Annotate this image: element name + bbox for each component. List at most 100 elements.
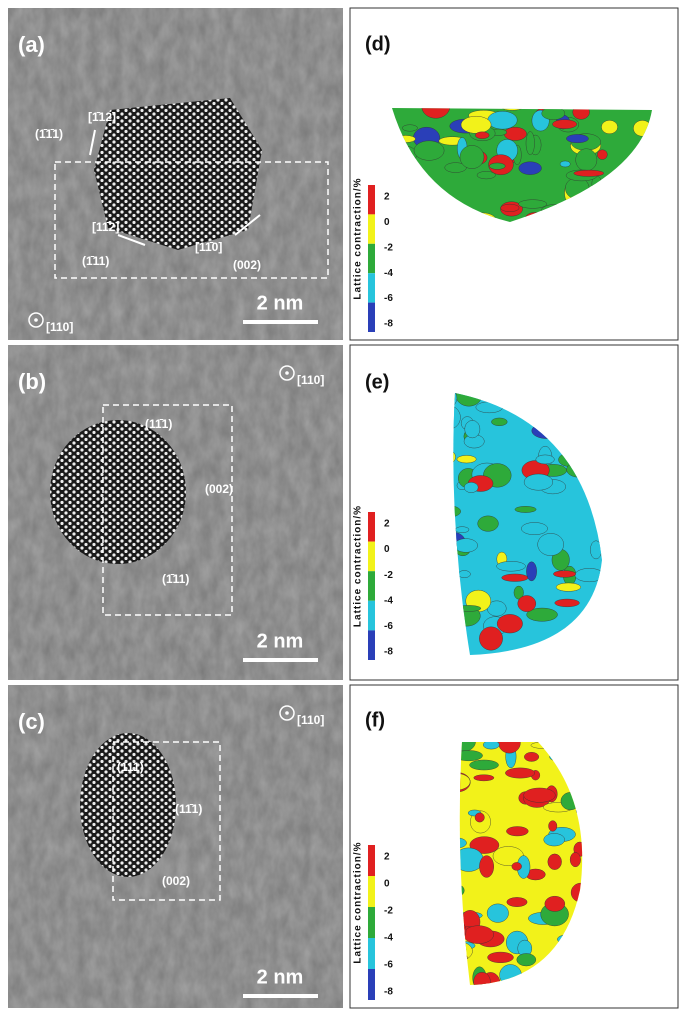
colorbar-segment <box>368 938 375 969</box>
contour-blob <box>455 527 469 533</box>
contour-blob <box>519 162 542 175</box>
colorbar-segment <box>368 601 375 631</box>
colorbar-tick: 2 <box>384 519 390 530</box>
colorbar-segment <box>368 542 375 572</box>
contour-blob <box>501 204 520 212</box>
contour-blob <box>526 562 536 581</box>
colorbar-segment <box>368 571 375 601</box>
contour-blob <box>524 788 556 802</box>
contour-blob <box>601 120 617 134</box>
contour-blob <box>552 120 576 129</box>
contour-blob <box>519 200 547 209</box>
colorbar-segment <box>368 969 375 1000</box>
colorbar-tick: -4 <box>384 933 393 944</box>
annotation: [11̄2] <box>92 220 119 234</box>
contour-blob <box>505 768 534 778</box>
zone-axis: [110] <box>46 320 73 334</box>
colorbar-tick: -4 <box>384 268 393 279</box>
annotation: (1̄11) <box>162 572 189 586</box>
colorbar-segment <box>368 244 375 273</box>
contour-blob <box>504 127 526 140</box>
colorbar-segment <box>368 876 375 907</box>
colorbar-tick: -6 <box>384 621 393 632</box>
colorbar-segment <box>368 214 375 243</box>
colorbar-tick: -2 <box>384 906 393 917</box>
colorbar-tick: -2 <box>384 570 393 581</box>
contour-blob <box>570 852 580 866</box>
contour-blob <box>458 570 470 577</box>
contour-blob <box>402 125 417 132</box>
contour-blob <box>538 533 564 555</box>
colorbar-tick: -8 <box>384 987 393 998</box>
panel-label: (c) <box>18 709 45 734</box>
colorbar-tick: -6 <box>384 293 393 304</box>
panel-label: (b) <box>18 369 46 394</box>
contour-blob <box>464 482 478 492</box>
zone-symbol-dot <box>285 711 289 715</box>
contour-blob <box>479 856 493 878</box>
contour-blob <box>465 420 480 438</box>
scale-bar-label: 2 nm <box>257 966 304 988</box>
colorbar-tick: -6 <box>384 960 393 971</box>
tem-panel: (c) (111) (11̄1) (002) [110] 2 nm <box>8 685 343 1008</box>
contour-blob <box>524 474 553 490</box>
contour-blob <box>545 896 565 911</box>
nanoparticle <box>50 420 186 564</box>
contour-blob <box>488 952 514 963</box>
tem-panel: (a) (1̄1̄1) [1̄12] [11̄2] (1̄11) [11̄0] … <box>8 8 343 340</box>
contour-blob <box>460 145 484 168</box>
contour-blob <box>555 599 580 607</box>
colorbar-tick: 2 <box>384 852 390 863</box>
zone-symbol-dot <box>285 371 289 375</box>
contour-blob <box>488 111 518 129</box>
annotation: (002) <box>205 482 233 496</box>
contour-blob <box>524 752 539 761</box>
contour-blob <box>489 163 505 169</box>
colorbar-segment <box>368 273 375 302</box>
contour-blob <box>574 170 604 176</box>
contour-blob <box>597 150 607 160</box>
contour-blob <box>475 132 489 139</box>
contour-blob <box>414 141 444 161</box>
scale-bar-label: 2 nm <box>257 630 304 652</box>
contour-blob <box>496 561 525 571</box>
colorbar-segment <box>368 185 375 214</box>
colorbar-segment <box>368 907 375 938</box>
contour-blob <box>478 516 499 532</box>
panel-label: (e) <box>365 371 389 393</box>
colorbar-title: Lattice contraction/% <box>353 177 364 299</box>
contour-blob <box>576 149 597 171</box>
colorbar-segment <box>368 512 375 542</box>
colorbar-tick: 2 <box>384 192 390 203</box>
colorbar-tick: -4 <box>384 595 393 606</box>
contour-blob <box>474 775 494 781</box>
zone-axis: [110] <box>297 373 324 387</box>
contour-blob <box>560 161 570 167</box>
colorbar-segment <box>368 303 375 332</box>
scale-bar-label: 2 nm <box>257 292 304 314</box>
contour-blob <box>536 455 555 464</box>
colorbar-tick: -8 <box>384 647 393 658</box>
zone-symbol-dot <box>34 318 38 322</box>
contour-blob <box>487 904 508 923</box>
contour-blob <box>512 862 522 870</box>
contour-blob <box>479 627 502 650</box>
colorbar-tick: 0 <box>384 217 390 228</box>
contour-blob <box>461 116 491 133</box>
colorbar-segment <box>368 630 375 660</box>
contour-blob <box>548 854 562 870</box>
colorbar-title: Lattice contraction/% <box>353 841 364 963</box>
contour-blob <box>502 574 528 582</box>
contour-blob <box>475 813 484 822</box>
contour-blob <box>521 522 547 534</box>
annotation: [11̄0] <box>195 240 222 254</box>
annotation: (002) <box>162 874 190 888</box>
annotation: (111) <box>117 760 144 774</box>
contour-blob <box>566 134 588 142</box>
contour-blob <box>556 583 581 591</box>
contour-blob <box>457 455 476 463</box>
colorbar-tick: -8 <box>384 319 393 330</box>
image-noise <box>8 685 343 1008</box>
contour-blob <box>470 760 499 770</box>
annotation: (1̄1̄1) <box>35 127 63 141</box>
